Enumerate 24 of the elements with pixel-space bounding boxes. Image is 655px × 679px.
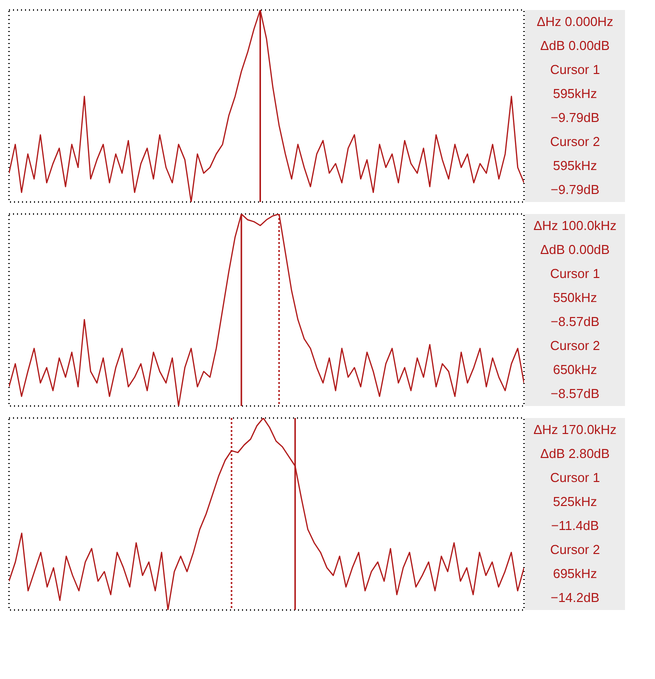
- text: Cursor 1: [550, 266, 600, 281]
- text: −14.2dB: [550, 590, 600, 605]
- text: ΔHz 170.0kHz: [533, 422, 617, 437]
- text: −8.57dB: [550, 386, 600, 401]
- text: 695kHz: [552, 566, 598, 581]
- text: 595kHz: [552, 158, 598, 173]
- text: Cursor 2: [550, 134, 600, 149]
- text: 550kHz: [552, 290, 598, 305]
- text: −11.4dB: [551, 518, 599, 533]
- text: ΔHz 0.000Hz: [536, 14, 614, 29]
- text: −8.57dB: [550, 314, 600, 329]
- text: ΔHz 100.0kHz: [533, 218, 617, 233]
- text: 650kHz: [552, 362, 598, 377]
- text: 525kHz: [552, 494, 598, 509]
- text: −9.79dB: [550, 182, 600, 197]
- text: ΔdB 0.00dB: [540, 242, 610, 257]
- text: −9.79dB: [550, 110, 600, 125]
- text: Cursor 1: [550, 470, 600, 485]
- text: ΔdB 2.80dB: [540, 446, 610, 461]
- text: Cursor 2: [550, 542, 600, 557]
- text: 595kHz: [552, 86, 598, 101]
- text: ΔdB 0.00dB: [540, 38, 610, 53]
- text: Cursor 1: [550, 62, 600, 77]
- text: Cursor 2: [550, 338, 600, 353]
